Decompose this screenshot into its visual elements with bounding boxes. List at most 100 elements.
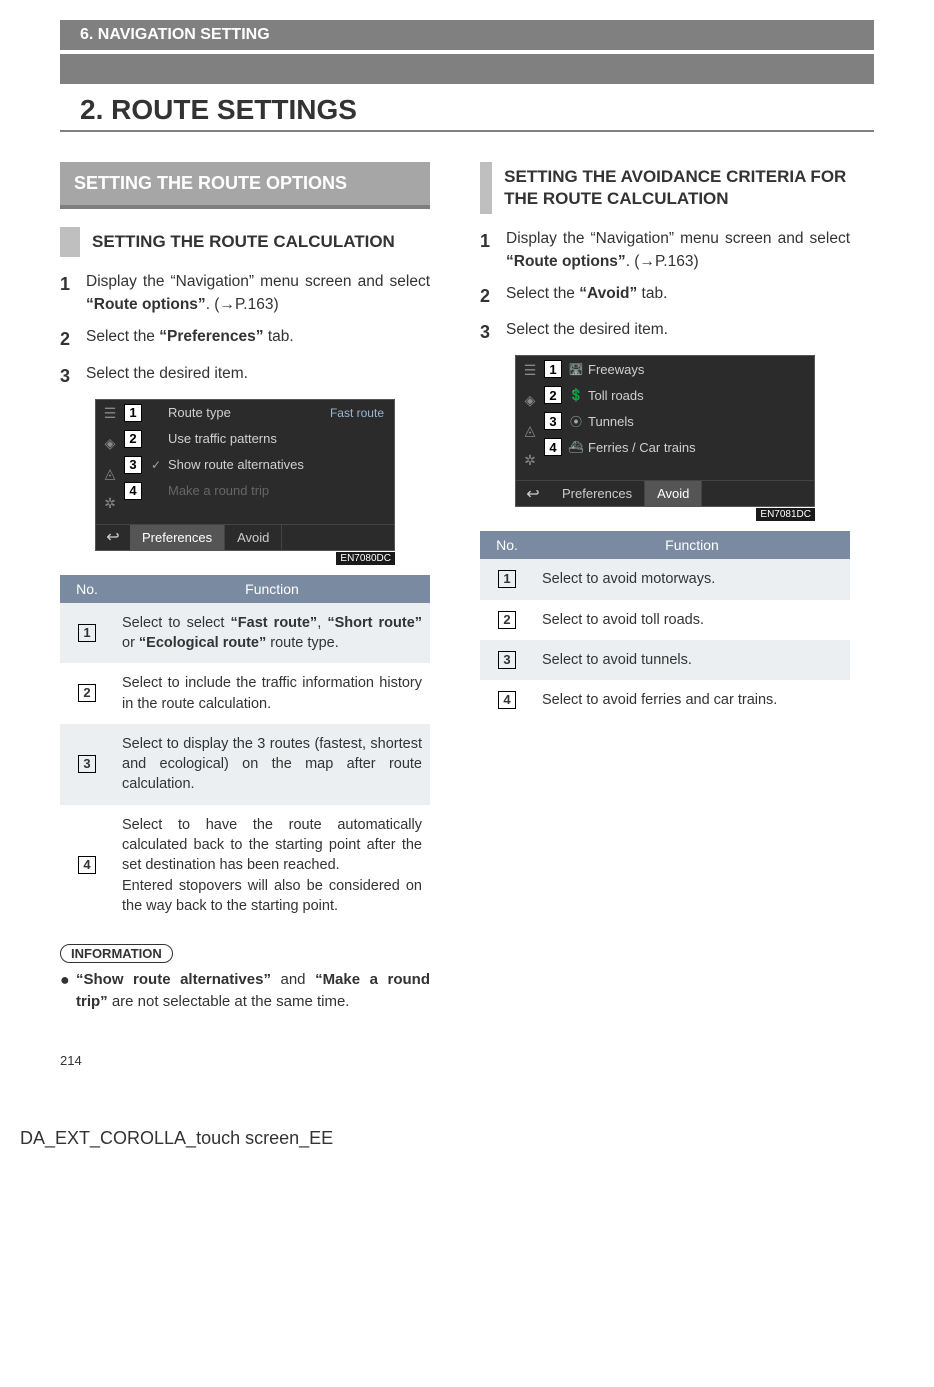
table-header-function: Function <box>114 575 430 603</box>
row-number-icon: 2 <box>78 684 96 702</box>
screenshot-row-label: Freeways <box>588 362 644 377</box>
step-number: 1 <box>60 271 86 316</box>
apps-icon[interactable]: ◬ <box>100 464 120 484</box>
table-cell-no: 3 <box>60 724 114 805</box>
table-header-function: Function <box>534 531 850 559</box>
screenshot-row-label: Show route alternatives <box>168 457 304 472</box>
table-row: 2 Select to avoid toll roads. <box>480 600 850 640</box>
callout-number: 4 <box>544 438 562 456</box>
step-number: 2 <box>60 326 86 352</box>
table-cell-no: 4 <box>60 805 114 926</box>
screenshot-row-label: Tunnels <box>588 414 634 429</box>
gear-icon[interactable]: ✲ <box>520 450 540 470</box>
row-number-icon: 4 <box>78 856 96 874</box>
step-body: Select the “Avoid” tab. <box>506 283 850 309</box>
table-row: 4 Select to avoid ferries and car trains… <box>480 680 850 720</box>
table-header-row: No. Function <box>60 575 430 603</box>
section-label: 6. NAVIGATION SETTING <box>60 20 874 50</box>
step-body: Select the desired item. <box>506 319 850 345</box>
list-icon[interactable]: ☰ <box>100 404 120 424</box>
step-body: Select the desired item. <box>86 363 430 389</box>
step-number: 1 <box>480 228 506 273</box>
screenshot-row-label: Ferries / Car trains <box>588 440 696 455</box>
information-pill: INFORMATION <box>60 944 173 963</box>
step-bold: “Preferences” <box>159 328 263 345</box>
callout-number: 1 <box>124 404 142 422</box>
nav-icon[interactable]: ◈ <box>100 434 120 454</box>
step-item: 2 Select the “Preferences” tab. <box>60 326 430 352</box>
footer-document-id: DA_EXT_COROLLA_touch screen_EE <box>20 1128 874 1149</box>
back-icon[interactable]: ↩ <box>96 525 130 550</box>
steps-list-right: 1 Display the “Navigation” menu screen a… <box>480 228 850 345</box>
screenshot-preferences: Route type Fast route Use traffic patter… <box>95 399 395 551</box>
toll-icon: 💲 <box>568 388 584 402</box>
callout-number: 2 <box>544 386 562 404</box>
step-text: . (→P.163) <box>206 296 279 313</box>
row-number-icon: 1 <box>498 570 516 588</box>
step-text: Display the “Navigation” menu screen and… <box>506 230 850 247</box>
subheading-text: SETTING THE AVOIDANCE CRITERIA FOR THE R… <box>492 162 850 214</box>
callout-number: 1 <box>544 360 562 378</box>
information-body: “Show route alternatives” and “Make a ro… <box>76 969 430 1013</box>
screenshot-callouts: 1 2 3 4 <box>544 360 562 464</box>
row-number-icon: 4 <box>498 691 516 709</box>
tab-avoid[interactable]: Avoid <box>645 481 702 506</box>
nav-icon[interactable]: ◈ <box>520 390 540 410</box>
screenshot-avoid: 🛣 Freeways 💲 Toll roads ⦿ Tunnels ⛴ Ferr… <box>515 355 815 507</box>
subheading-text: SETTING THE ROUTE CALCULATION <box>80 227 395 257</box>
screenshot-body: 🛣 Freeways 💲 Toll roads ⦿ Tunnels ⛴ Ferr… <box>515 355 815 507</box>
row-number-icon: 1 <box>78 624 96 642</box>
subheading-avoidance: SETTING THE AVOIDANCE CRITERIA FOR THE R… <box>480 162 850 214</box>
list-icon[interactable]: ☰ <box>520 360 540 380</box>
table-header-no: No. <box>60 575 114 603</box>
callout-number: 2 <box>124 430 142 448</box>
apps-icon[interactable]: ◬ <box>520 420 540 440</box>
step-body: Display the “Navigation” menu screen and… <box>506 228 850 273</box>
tab-preferences[interactable]: Preferences <box>130 525 225 550</box>
table-cell-no: 2 <box>60 663 114 724</box>
row-number-icon: 2 <box>498 611 516 629</box>
table-row: 3 Select to avoid tunnels. <box>480 640 850 680</box>
row-number-icon: 3 <box>498 651 516 669</box>
function-table-right: No. Function 1 Select to avoid motorways… <box>480 531 850 720</box>
step-text: tab. <box>637 285 667 302</box>
step-item: 2 Select the “Avoid” tab. <box>480 283 850 309</box>
callout-number: 4 <box>124 482 142 500</box>
step-item: 3 Select the desired item. <box>480 319 850 345</box>
screenshot-row-label: Toll roads <box>588 388 644 403</box>
gear-icon[interactable]: ✲ <box>100 494 120 514</box>
step-bold: “Route options” <box>506 253 626 270</box>
screenshot-caption: EN7081DC <box>756 508 815 521</box>
check-icon: ✓ <box>148 458 164 472</box>
step-text: Select the <box>506 285 579 302</box>
back-icon[interactable]: ↩ <box>516 481 550 506</box>
screenshot-row-value: Fast route <box>330 406 384 420</box>
heading-bar-icon <box>480 162 492 214</box>
table-header-no: No. <box>480 531 534 559</box>
callout-number: 3 <box>544 412 562 430</box>
tab-avoid[interactable]: Avoid <box>225 525 282 550</box>
table-cell-no: 2 <box>480 600 534 640</box>
table-cell-fn: Select to select “Fast route”, “Short ro… <box>114 603 430 664</box>
banner-bar <box>60 54 874 84</box>
tab-preferences[interactable]: Preferences <box>550 481 645 506</box>
function-table-left: No. Function 1 Select to select “Fast ro… <box>60 575 430 927</box>
heading-route-options: SETTING THE ROUTE OPTIONS <box>60 162 430 209</box>
screenshot-body: Route type Fast route Use traffic patter… <box>95 399 395 551</box>
table-cell-no: 4 <box>480 680 534 720</box>
screenshot-row-label: Use traffic patterns <box>168 431 277 446</box>
table-row: 1 Select to select “Fast route”, “Short … <box>60 603 430 664</box>
screenshot-row-label: Route type <box>168 405 231 420</box>
table-cell-fn: Select to avoid motorways. <box>534 559 850 599</box>
tunnel-icon: ⦿ <box>568 413 584 430</box>
step-number: 3 <box>480 319 506 345</box>
table-row: 3 Select to display the 3 routes (fastes… <box>60 724 430 805</box>
bullet-icon: ● <box>60 969 76 1013</box>
table-row: 1 Select to avoid motorways. <box>480 559 850 599</box>
step-text: Display the “Navigation” menu screen and… <box>86 273 430 290</box>
table-row: 4 Select to have the route automatically… <box>60 805 430 926</box>
callout-number: 3 <box>124 456 142 474</box>
table-cell-fn: Select to avoid toll roads. <box>534 600 850 640</box>
screenshot-callouts: 1 2 3 4 <box>124 404 142 508</box>
step-bold: “Avoid” <box>579 285 637 302</box>
